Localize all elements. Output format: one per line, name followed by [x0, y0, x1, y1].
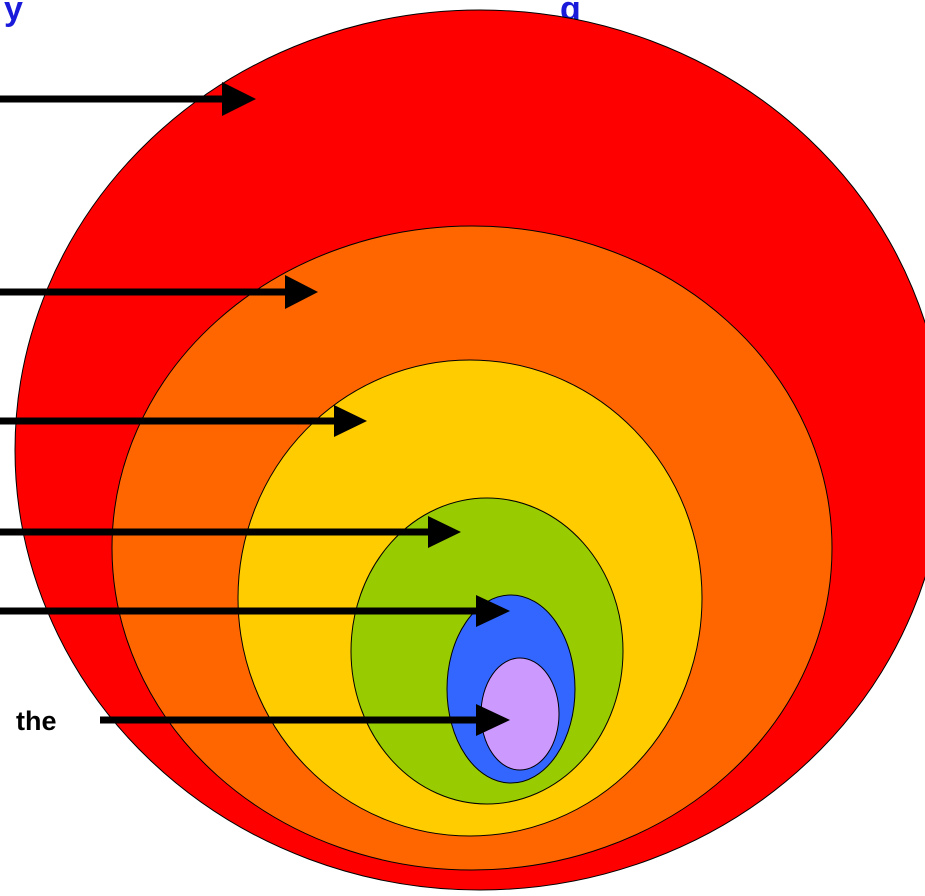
arrow-to-orange	[0, 275, 318, 309]
label-the: the	[16, 706, 57, 736]
arrow-to-blue	[0, 595, 510, 627]
arrow-to-yellow	[0, 405, 367, 437]
arrow-to-lavender	[100, 704, 510, 736]
arrow-to-red	[0, 82, 256, 116]
title-fragment-left: y	[4, 0, 23, 28]
arrow-to-green	[0, 516, 461, 548]
